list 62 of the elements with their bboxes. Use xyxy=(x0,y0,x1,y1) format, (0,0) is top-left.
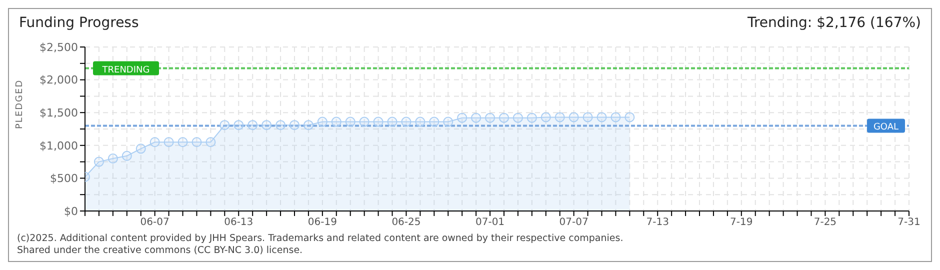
x-tick-label: 7-13 xyxy=(646,217,669,228)
point xyxy=(498,112,509,123)
point xyxy=(582,112,593,122)
point xyxy=(554,112,565,122)
text: Shared under the creative commons (CC BY-NC 3.0) license. xyxy=(17,245,304,257)
point xyxy=(359,116,370,127)
ref-line-label: GOAL xyxy=(873,122,899,133)
point xyxy=(303,120,314,130)
chart-title: Funding Progress xyxy=(19,15,139,31)
point xyxy=(512,112,523,123)
point xyxy=(429,116,440,127)
x-tick-label: 7-31 xyxy=(898,217,920,228)
x-tick-label: 7-25 xyxy=(814,217,837,228)
ref-line-label: TRENDING xyxy=(101,65,150,76)
point xyxy=(415,116,426,127)
point xyxy=(596,112,607,122)
y-tick-label: $1,000 xyxy=(40,139,78,152)
y-tick-label: $500 xyxy=(50,172,78,186)
x-tick-label: 07-01 xyxy=(475,217,505,228)
point xyxy=(234,120,244,130)
point xyxy=(206,137,216,148)
point xyxy=(317,116,328,127)
y-tick-label: $1,500 xyxy=(40,106,78,120)
point xyxy=(248,120,258,130)
point xyxy=(178,137,188,148)
chart-subtitle: Trending: $2,176 (167%) xyxy=(747,15,921,31)
point xyxy=(150,137,160,148)
point xyxy=(624,112,635,122)
point xyxy=(471,112,482,123)
point xyxy=(373,116,384,127)
point xyxy=(443,116,454,127)
point xyxy=(262,120,272,130)
point xyxy=(331,116,342,127)
y-tick-label: $2,000 xyxy=(40,74,78,87)
point xyxy=(345,116,356,127)
x-tick-label: 06-13 xyxy=(224,217,254,228)
y-tick-label: $0 xyxy=(64,204,78,218)
point xyxy=(568,112,579,122)
point xyxy=(401,116,412,127)
point xyxy=(94,156,104,167)
y-tick-label: $2,500 xyxy=(40,40,78,54)
point xyxy=(192,137,202,148)
point xyxy=(387,116,398,127)
point xyxy=(485,112,496,123)
point xyxy=(289,120,300,130)
point xyxy=(220,120,230,130)
point xyxy=(164,137,174,148)
x-tick-label: 7-19 xyxy=(730,217,753,228)
point xyxy=(457,112,468,123)
point xyxy=(122,150,132,161)
point xyxy=(526,112,537,123)
point xyxy=(540,112,551,122)
x-tick-label: 06-25 xyxy=(392,217,421,228)
x-tick-label: 06-07 xyxy=(140,217,170,228)
point xyxy=(108,154,118,164)
point xyxy=(276,120,286,130)
x-tick-label: 07-07 xyxy=(559,217,588,228)
point xyxy=(610,112,621,122)
x-tick-label: 06-19 xyxy=(308,217,337,228)
point xyxy=(136,144,146,154)
text: (c)2025. Additional content provided by JHH Spears. Trademarks and related content are owned by their respective companies. xyxy=(17,233,624,245)
y-axis-title: PLEDGED xyxy=(15,79,26,129)
